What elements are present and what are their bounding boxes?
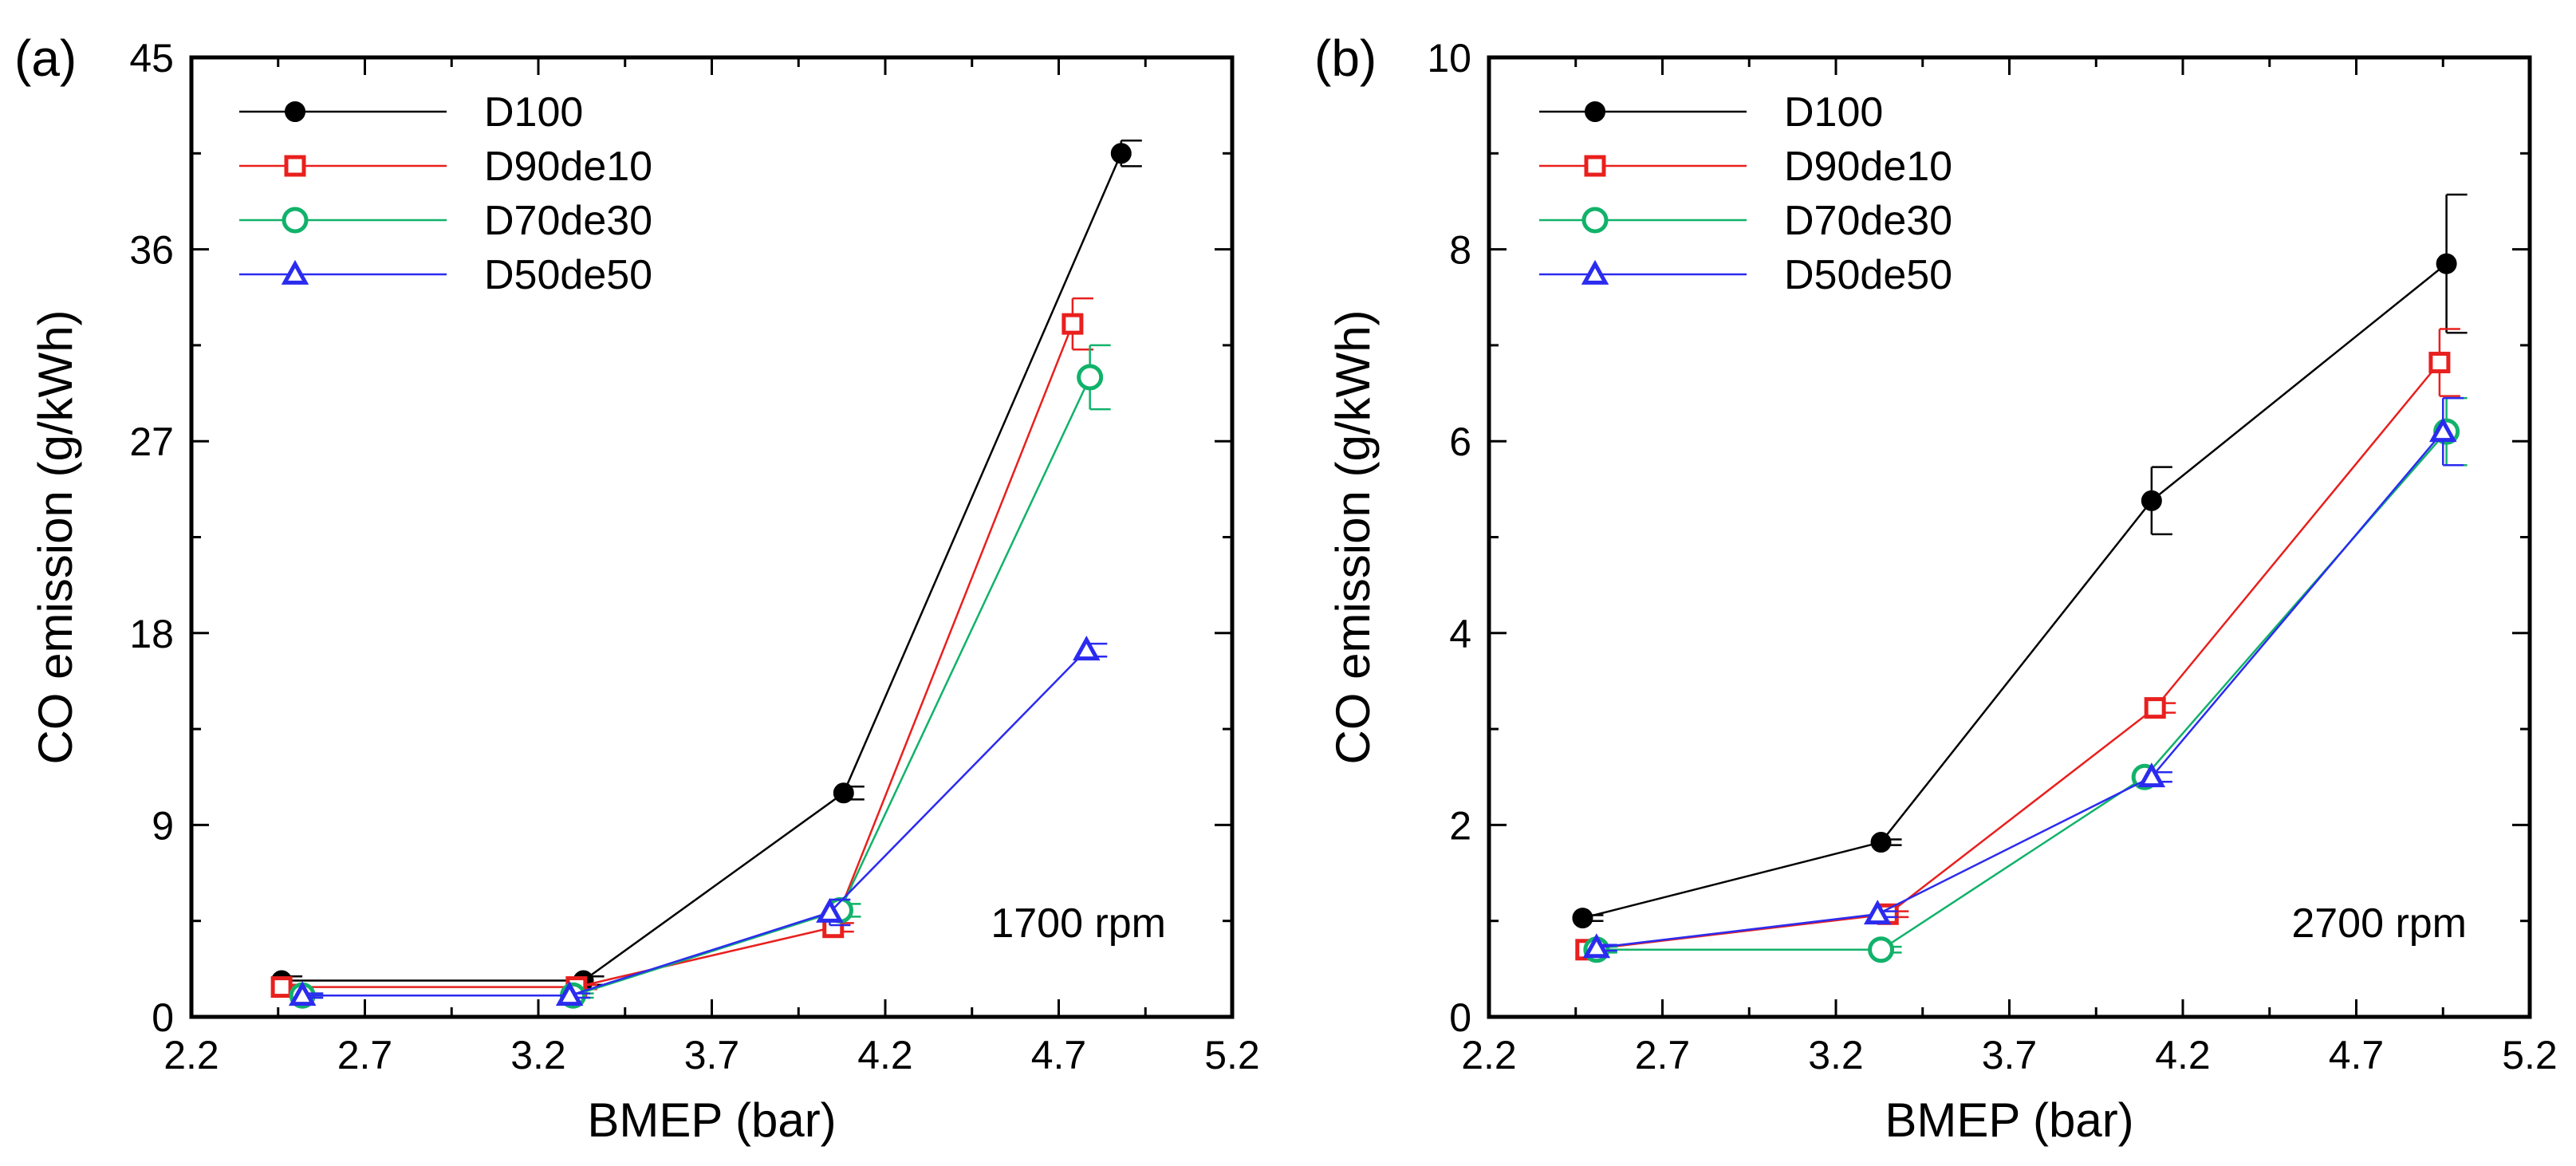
rpm-annotation: 1700 rpm [991,900,1166,947]
series-d70de30 [289,344,1111,1009]
rpm-annotation: 2700 rpm [2291,900,2467,947]
x-tick-label: 3.2 [1808,1033,1864,1077]
data-point-d50de50 [1073,636,1101,661]
data-point-d90de10 [270,976,293,999]
y-tick-label: 18 [129,612,174,656]
x-tick-label: 2.2 [163,1033,219,1077]
data-point-d100 [833,782,854,804]
series-line-d100 [1582,262,2448,920]
legend-label-d70de30: D70de30 [1784,198,1952,244]
data-point-d100 [2141,490,2162,511]
legend-label-d100: D100 [484,89,583,136]
series-d100 [271,140,1142,991]
panel-a: (a) 2.2 2.7 3.2 3.7 4.2 4.7 5.2 0 9 18 27 36 45 BMEP (… [14,30,1260,1147]
series-line-d70de30 [302,376,1091,997]
x-tick-label: 2.2 [1461,1033,1517,1077]
y-tick-label: 6 [1449,420,1471,464]
y-tick-label: 0 [152,995,174,1040]
data-point-d100 [1572,908,1593,929]
panel-label: (b) [1314,30,1377,87]
series-line-d50de50 [302,649,1088,997]
data-point-d100 [2436,253,2457,274]
y-tick-label: 27 [129,420,174,464]
x-tick-label: 3.7 [684,1033,740,1077]
data-point-d50de50 [816,897,844,923]
series-d100 [1572,193,2468,929]
data-point-d100 [1870,832,1892,853]
series-d50de50 [288,636,1108,1006]
x-tick-label: 3.2 [510,1033,566,1077]
data-point-d90de10 [2428,352,2451,374]
y-tick-label: 36 [129,228,174,273]
series-line-d100 [282,152,1122,982]
x-tick-label: 2.7 [337,1033,393,1077]
x-tick-label: 3.7 [1982,1033,2038,1077]
data-point-d90de10 [2144,697,2166,719]
legend-label-d100: D100 [1784,89,1883,136]
panel-label: (a) [14,30,77,87]
x-tick-label: 4.2 [857,1033,913,1077]
legend-label-d50de50: D50de50 [484,252,652,298]
y-tick-label: 2 [1449,803,1471,848]
panel-b: (b) 2.2 2.7 3.2 3.7 4.2 4.7 5.2 0 2 4 6 8 10 BMEP (bar… [1314,30,2558,1147]
data-point-d50de50 [1582,933,1611,959]
y-axis-title: CO emission (g/kWh) [29,309,82,764]
x-axis-title: BMEP (bar) [1885,1093,2133,1147]
data-point-d50de50 [1863,900,1892,925]
data-point-d90de10 [1062,313,1084,335]
data-point-d70de30 [1868,936,1895,963]
legend-marker-d90de10 [1584,155,1606,177]
x-tick-label: 5.2 [1204,1033,1260,1077]
series-d90de10 [1575,328,2460,961]
y-tick-label: 9 [152,803,174,848]
data-point-d50de50 [2137,762,2166,788]
series-d50de50 [1582,396,2464,959]
legend-label-d90de10: D90de10 [1784,144,1952,190]
data-point-d50de50 [555,981,584,1006]
series-line-d50de50 [1596,431,2444,949]
y-tick-label: 0 [1449,995,1471,1040]
legend-marker-d50de50 [281,259,309,285]
legend-label-d90de10: D90de10 [484,144,652,190]
y-tick-label: 10 [1427,36,1471,81]
plot-frame [189,55,1235,1019]
x-tick-label: 2.7 [1635,1033,1691,1077]
y-tick-label: 4 [1449,612,1471,656]
x-tick-label: 4.2 [2155,1033,2211,1077]
legend-label-d50de50: D50de50 [1784,252,1952,298]
legend-marker-d100 [285,101,305,122]
series-d90de10 [270,297,1093,999]
series-line-d70de30 [1596,431,2448,951]
legend-marker-d100 [1585,101,1605,122]
y-axis-title: CO emission (g/kWh) [1326,309,1380,764]
legend-marker-d70de30 [1581,207,1609,234]
y-tick-label: 45 [129,36,174,81]
data-point-d70de30 [1077,364,1104,391]
data-point-d100 [1110,143,1132,164]
x-tick-label: 5.2 [2502,1033,2558,1077]
x-axis-title: BMEP (bar) [587,1093,836,1147]
y-tick-label: 8 [1449,228,1471,273]
series-line-d90de10 [1585,361,2440,951]
x-tick-label: 4.7 [2329,1033,2385,1077]
legend-marker-d50de50 [1581,259,1609,285]
legend-marker-d90de10 [284,155,306,177]
legend-label-d70de30: D70de30 [484,198,652,244]
plot-frame [1487,55,2532,1019]
legend-marker-d70de30 [282,207,309,234]
series-line-d90de10 [282,323,1074,988]
series-d70de30 [1583,396,2468,963]
data-point-d50de50 [288,981,317,1006]
x-tick-label: 4.7 [1031,1033,1087,1077]
data-point-d50de50 [2429,417,2457,443]
